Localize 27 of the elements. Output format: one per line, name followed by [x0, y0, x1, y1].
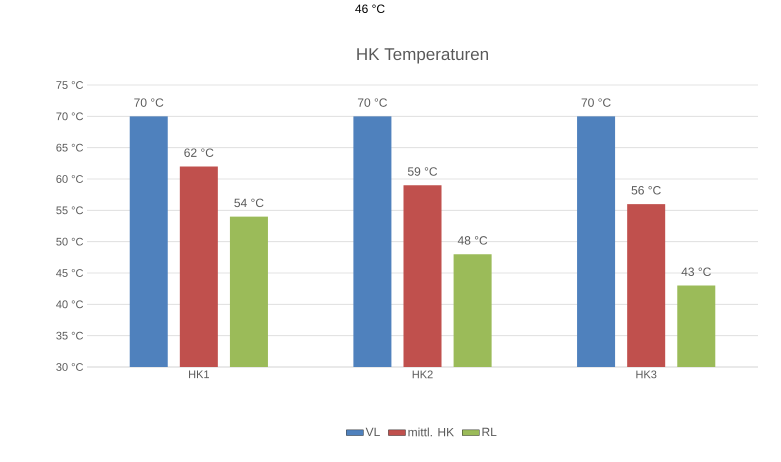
data-label: 54 °C	[234, 198, 264, 208]
data-label: 59 °C	[408, 167, 438, 176]
data-label: 56 °C	[632, 186, 661, 195]
data-label: 70 °C	[358, 98, 387, 107]
y-tick-label: 35 °C	[56, 332, 84, 340]
y-tick-label: 50 °C	[56, 238, 84, 246]
x-tick-label: HK3	[636, 370, 656, 378]
legend-label: mittl. HK	[408, 428, 454, 436]
y-tick-label: 70 °C	[56, 112, 84, 120]
legend-label: VL	[366, 428, 380, 436]
legend-label: RL	[482, 428, 496, 436]
data-label: 48 °C	[458, 236, 488, 245]
y-tick-label: 65 °C	[56, 144, 84, 152]
data-label: 62 °C	[184, 148, 214, 157]
data-label: 70 °C	[134, 98, 164, 107]
data-label: 70 °C	[582, 98, 611, 107]
y-tick-label: 45 °C	[56, 269, 84, 277]
x-tick-label: HK2	[412, 370, 433, 378]
text: 46 °C	[355, 4, 385, 14]
x-tick-label: HK1	[189, 370, 209, 378]
y-tick-label: 75 °C	[56, 81, 84, 89]
y-tick-label: 40 °C	[56, 300, 84, 308]
y-tick-label: 30 °C	[56, 363, 84, 371]
y-tick-label: 55 °C	[56, 206, 84, 214]
data-label: 43 °C	[681, 268, 711, 276]
chart-title: HK Temperaturen	[357, 48, 488, 64]
y-tick-label: 60 °C	[56, 175, 84, 183]
